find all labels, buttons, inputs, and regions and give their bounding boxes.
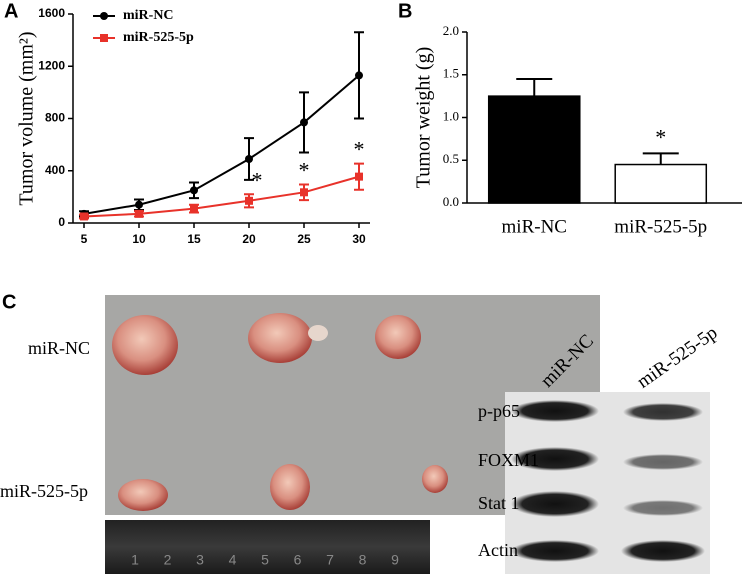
tumor — [248, 313, 312, 363]
tumor-fragment — [308, 325, 328, 341]
blot-band — [511, 400, 599, 422]
panel-letter: C — [2, 291, 16, 313]
blot-band — [511, 447, 599, 471]
tumor — [112, 315, 178, 375]
bar — [614, 163, 708, 204]
ruler-label: 6 — [294, 552, 302, 568]
data-point — [80, 212, 88, 221]
blot-band — [511, 540, 599, 562]
data-point — [355, 172, 363, 181]
blot-row-label: Stat 1 — [478, 493, 520, 513]
photo-row-label: miR-525-5p — [0, 481, 88, 501]
ruler-label: 3 — [196, 552, 204, 568]
data-point — [190, 204, 198, 213]
y-tick-label: 0 — [58, 215, 65, 229]
error-bar — [516, 78, 553, 97]
panel-letter: A — [4, 0, 18, 22]
ruler — [105, 520, 430, 574]
ruler-label: 4 — [229, 552, 237, 568]
blot-band — [511, 491, 599, 517]
ruler-label: 8 — [359, 552, 367, 568]
data-point — [300, 188, 308, 197]
y-axis-title: Tumor volume (mm²) — [16, 31, 38, 205]
blot-row-label: FOXM1 — [478, 450, 539, 470]
y-tick-label: 1.0 — [443, 108, 459, 123]
ruler-label: 7 — [326, 552, 334, 568]
tumor — [422, 465, 448, 493]
x-tick-label: miR-NC — [502, 216, 567, 237]
legend-label: miR-525-5p — [123, 30, 194, 45]
x-tick-label: 10 — [132, 232, 146, 246]
legend-marker — [100, 12, 108, 20]
y-tick-label: 400 — [45, 163, 65, 177]
tumor — [270, 464, 310, 510]
ruler-labels: 1 2 3 4 5 6 7 8 9 — [131, 552, 399, 568]
blot-row-label: p-p65 — [478, 401, 520, 421]
significance-mark: * — [354, 137, 365, 162]
data-point — [190, 186, 198, 195]
blot-band — [623, 500, 703, 516]
x-tick-label: 20 — [242, 232, 256, 246]
ruler-label: 2 — [164, 552, 172, 568]
photo-row-label: miR-NC — [28, 338, 90, 358]
y-axis-title: Tumor weight (g) — [413, 47, 435, 188]
data-point — [135, 200, 143, 209]
western-blot — [505, 392, 710, 574]
significance-mark: * — [252, 167, 263, 192]
panel-letter: B — [398, 0, 412, 22]
y-tick-label: 0.5 — [443, 151, 459, 166]
y-tick-label: 1200 — [38, 58, 65, 72]
data-point — [300, 118, 308, 127]
x-tick-label: 5 — [81, 232, 88, 246]
data-point — [245, 196, 253, 205]
x-tick-label: 30 — [352, 232, 366, 246]
series-line — [83, 175, 360, 218]
legend-label: miR-NC — [123, 8, 174, 23]
data-point — [355, 71, 363, 80]
y-tick-label: 800 — [45, 111, 65, 125]
data-point — [245, 154, 253, 163]
blot-band — [621, 540, 705, 562]
bar — [487, 95, 581, 204]
legend-marker — [100, 34, 108, 42]
series-line — [83, 74, 360, 215]
x-tick-label: 25 — [297, 232, 311, 246]
y-tick-label: 1600 — [38, 6, 65, 20]
ruler-label: 9 — [391, 552, 399, 568]
blot-row-label: Actin — [478, 540, 518, 560]
significance-mark: * — [655, 124, 666, 149]
x-tick-label: 15 — [187, 232, 201, 246]
blot-band — [623, 454, 703, 470]
x-tick-label: miR-525-5p — [614, 216, 707, 237]
blot-band — [623, 403, 703, 421]
data-point — [135, 209, 143, 218]
y-tick-label: 0.0 — [443, 194, 459, 209]
ruler-label: 5 — [261, 552, 269, 568]
blot-column-label: miR-525-5p — [633, 322, 721, 392]
ruler-label: 1 — [131, 552, 139, 568]
error-bar — [642, 152, 679, 165]
significance-mark: * — [299, 158, 310, 183]
tumor — [375, 315, 421, 359]
y-tick-label: 1.5 — [443, 66, 459, 81]
y-tick-label: 2.0 — [443, 23, 459, 38]
tumor — [118, 479, 168, 511]
